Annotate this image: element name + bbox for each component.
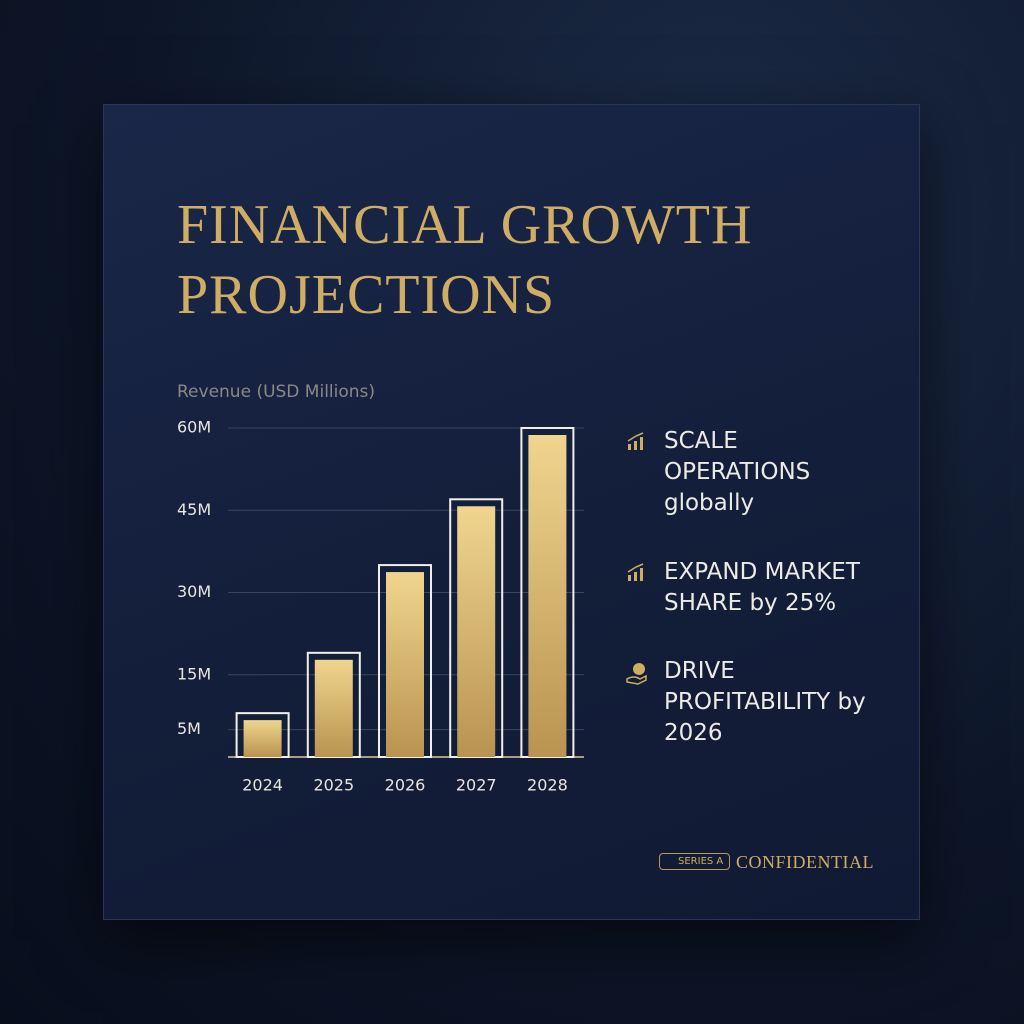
x-tick-label: 2027 bbox=[456, 776, 497, 795]
highlight: DRIVE PROFITABILITY by 2026 bbox=[664, 658, 866, 746]
y-tick-label: 45M bbox=[177, 500, 211, 519]
badge: SERIES A bbox=[659, 853, 731, 870]
chart-title: FINANCIAL GROWTH PROJECTIONS bbox=[177, 194, 753, 326]
icon bbox=[626, 663, 647, 685]
bar bbox=[457, 506, 496, 757]
bar bbox=[386, 572, 424, 757]
bar bbox=[243, 720, 282, 757]
y-tick-label: 15M bbox=[177, 664, 211, 683]
bar bbox=[314, 659, 353, 757]
highlight: EXPAND MARKET SHARE by 25% bbox=[664, 559, 860, 616]
bar bbox=[528, 435, 567, 757]
y-tick-label: 5M bbox=[177, 719, 201, 738]
highlight: SCALE OPERATIONS globally bbox=[664, 428, 811, 516]
icon bbox=[627, 432, 644, 450]
icon bbox=[627, 563, 644, 581]
x-tick-label: 2026 bbox=[385, 776, 426, 795]
y-tick-label: 30M bbox=[177, 582, 211, 601]
footer-label: CONFIDENTIAL bbox=[736, 852, 874, 872]
x-tick-label: 2024 bbox=[242, 776, 283, 795]
x-tick-label: 2025 bbox=[313, 776, 354, 795]
badge-text: SERIES A bbox=[678, 856, 724, 867]
x-tick-label: 2028 bbox=[527, 776, 568, 795]
card bbox=[103, 104, 920, 920]
y-tick-label: 60M bbox=[177, 418, 211, 437]
y-axis-label: Revenue (USD Millions) bbox=[177, 382, 376, 402]
